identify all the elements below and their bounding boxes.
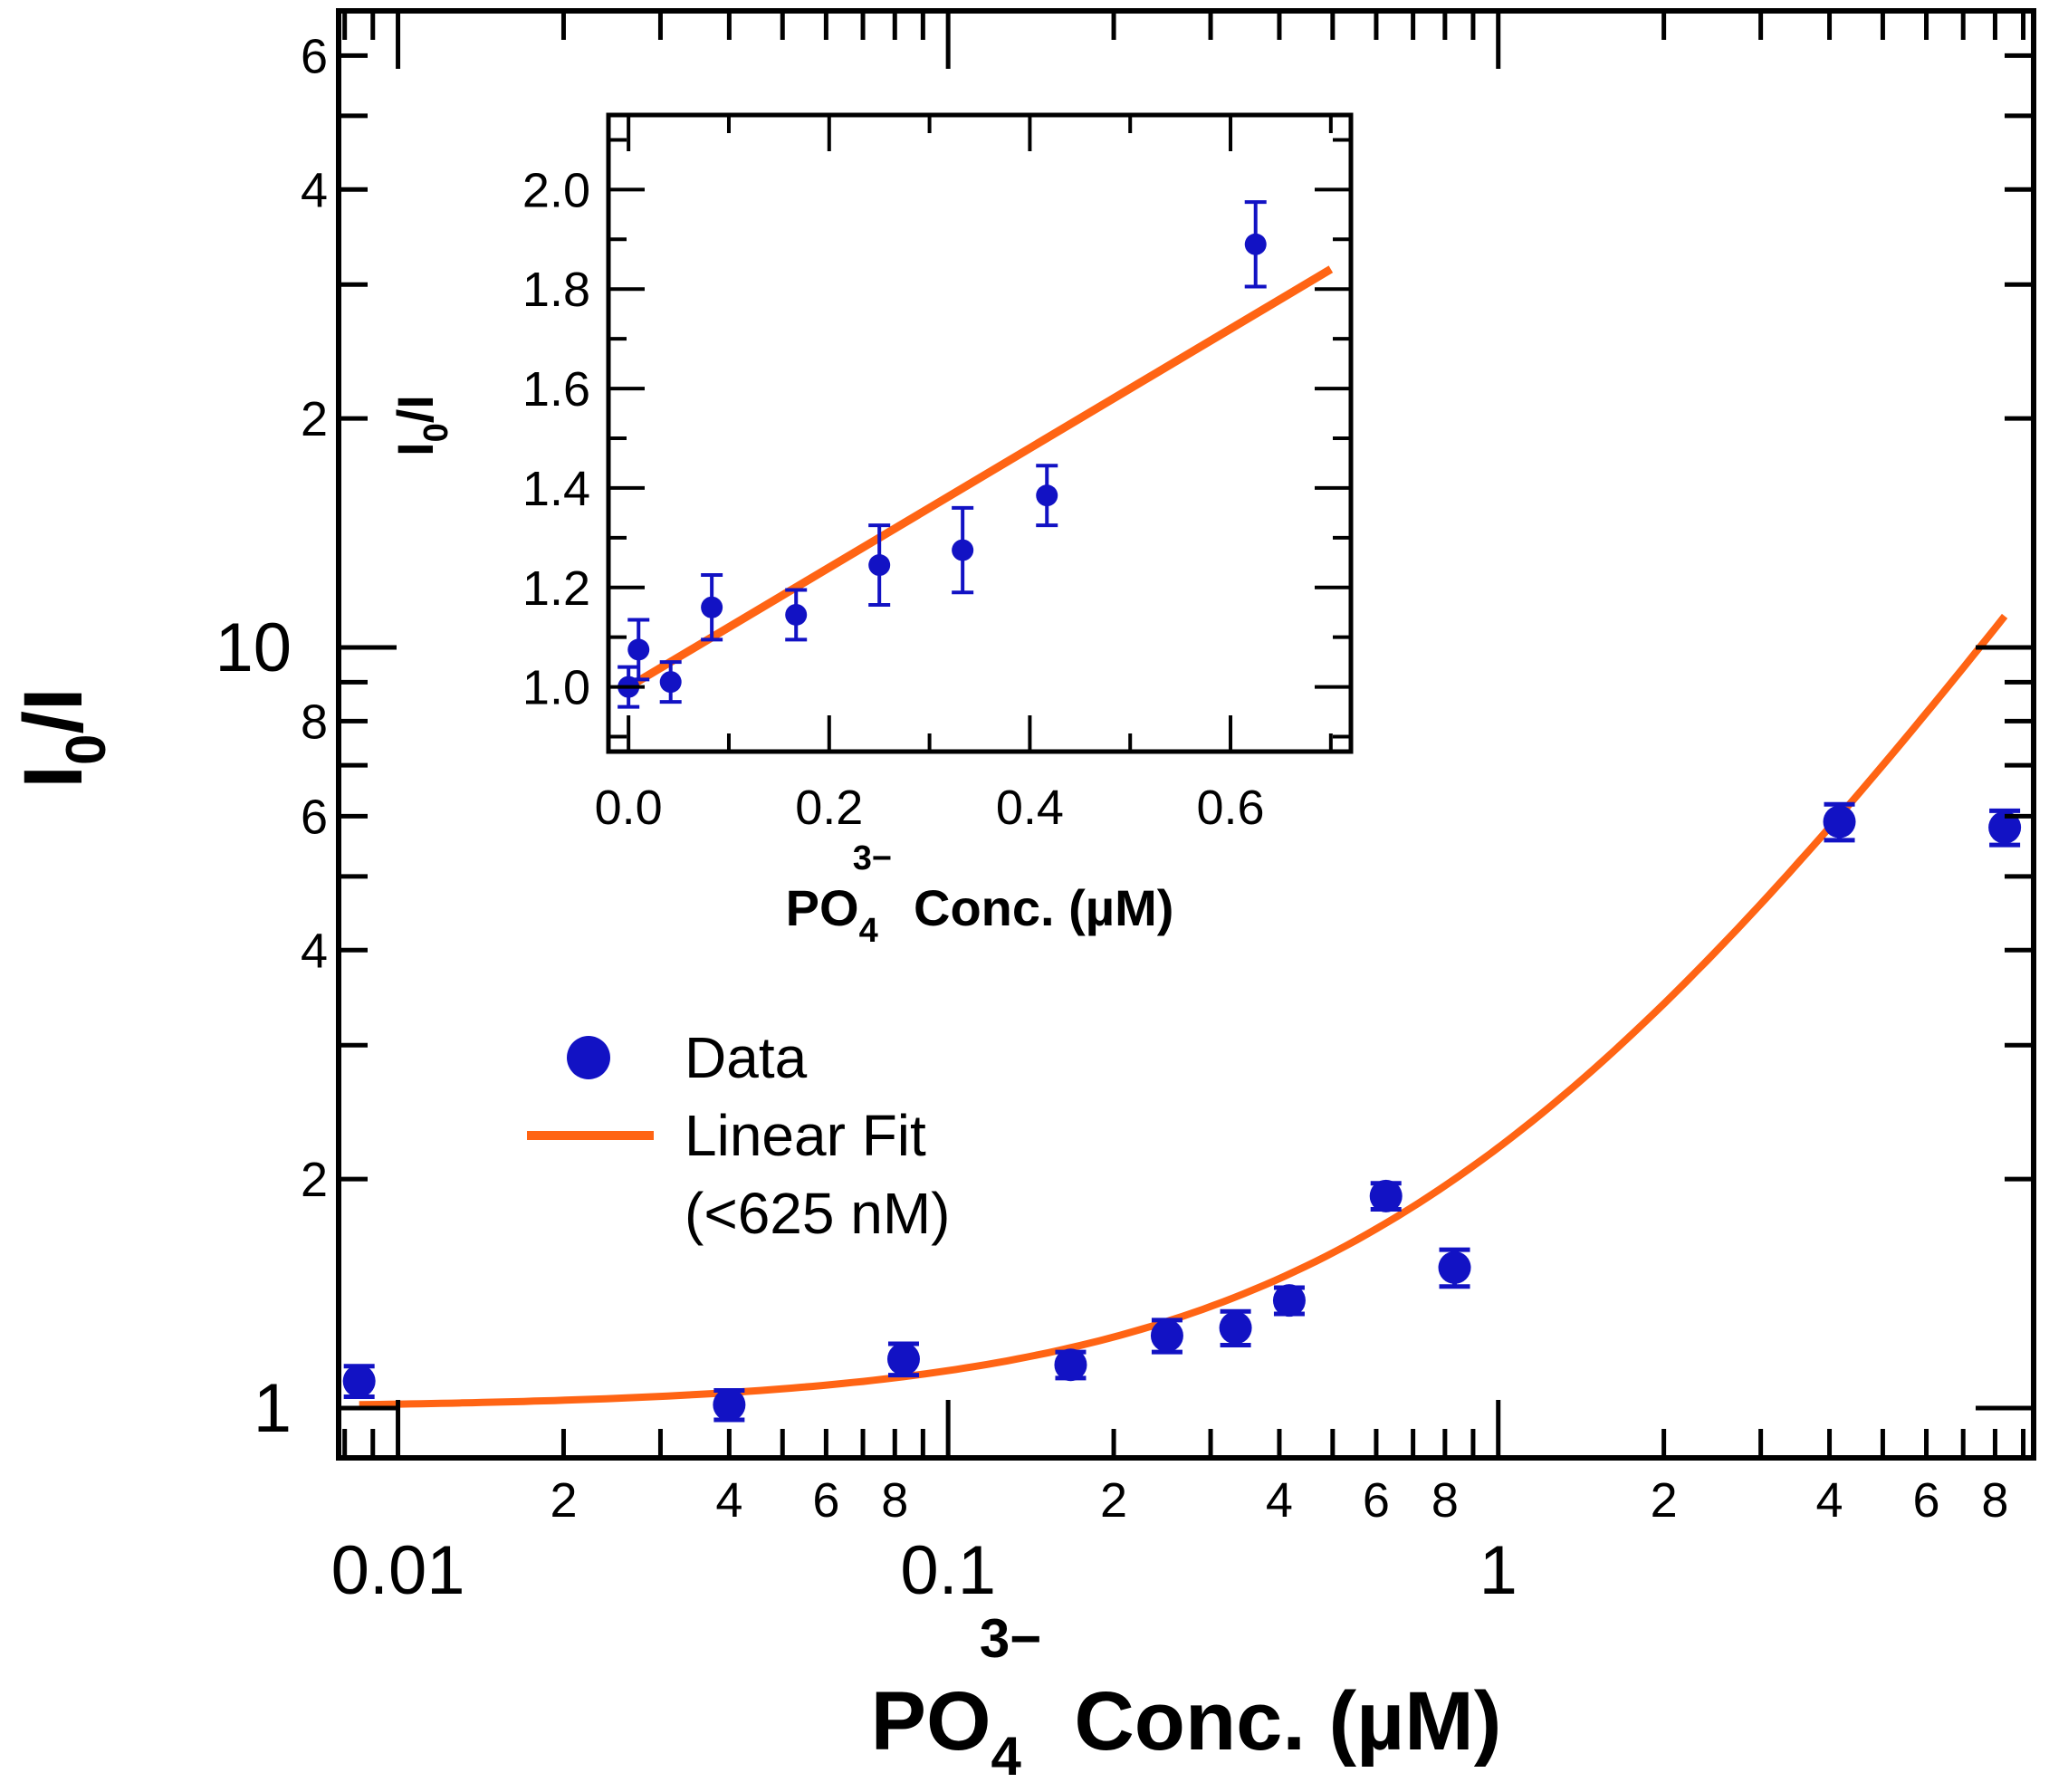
main-fit-layer — [359, 613, 2008, 1409]
main-data-point — [1369, 1179, 1403, 1212]
main-y-minor-tick-label: 8 — [301, 695, 328, 749]
legend-data-marker — [567, 1036, 610, 1079]
main-y-major-tick-label: 1 — [254, 1370, 292, 1447]
inset-x-axis-title: PO4 3− Conc. (µM) — [786, 839, 1174, 950]
inset-x-axis-title-rest: Conc. (µM) — [914, 879, 1173, 936]
main-y-axis-title-sub: 0 — [55, 734, 118, 765]
inset-plot-frame — [606, 112, 1354, 754]
inset-data-point — [785, 603, 808, 626]
main-x-minor-tick-label: 8 — [881, 1473, 908, 1528]
main-labels-layer: 0.01 0.1 12 4 6 8 2 4 6 8 2 4 6 81102468246PO43−Conc.… — [7, 29, 2008, 1787]
inset-y-tick-label: 1.6 — [522, 362, 590, 417]
inset-background — [608, 115, 1351, 752]
main-x-major-tick-label: 1 — [1479, 1532, 1518, 1609]
main-x-minor-tick-label: 2 — [550, 1473, 577, 1528]
main-fit-line — [359, 613, 2008, 1409]
inset-x-axis-title-base: PO — [786, 879, 859, 936]
main-y-minor-tick-label: 2 — [301, 1153, 328, 1207]
main-y-axis-title: I0/I — [7, 687, 118, 788]
inset-y-tick-label: 1.8 — [522, 263, 590, 317]
main-x-minor-tick-label: 6 — [1363, 1473, 1390, 1528]
main-x-minor-tick-label: 6 — [812, 1473, 839, 1528]
legend: Data Linear Fit (<625 nM) — [527, 1025, 950, 1246]
main-x-minor-tick-label: 4 — [1816, 1473, 1843, 1528]
main-data-point — [1150, 1319, 1183, 1353]
main-x-axis-title-sub: 4 — [991, 1726, 1022, 1787]
inset-fit-line — [626, 265, 1334, 691]
main-data-point — [1823, 805, 1856, 839]
inset-y-tick-label: 1.0 — [522, 661, 590, 715]
inset-data-point — [659, 671, 682, 694]
main-x-minor-tick-label: 8 — [1981, 1473, 2008, 1528]
main-y-minor-tick-label: 6 — [301, 29, 328, 83]
inset-data-point — [952, 539, 974, 561]
legend-data-label: Data — [685, 1025, 808, 1090]
main-y-minor-tick-label: 6 — [301, 790, 328, 844]
main-x-axis-title-base: PO — [871, 1675, 991, 1768]
main-y-minor-tick-label: 4 — [301, 163, 328, 217]
inset-data-point — [1244, 233, 1267, 255]
main-data-point — [1054, 1348, 1087, 1382]
inset-x-axis-title-sup: 3− — [853, 839, 892, 877]
inset-data-point — [701, 596, 723, 618]
main-data-point — [886, 1342, 920, 1375]
main-y-minor-tick-label: 2 — [301, 392, 328, 446]
main-x-major-tick-label: 0.1 — [900, 1532, 996, 1609]
main-x-minor-tick-label: 2 — [1100, 1473, 1127, 1528]
inset-data-point — [627, 638, 650, 661]
inset-x-tick-label: 0.4 — [996, 781, 1064, 835]
main-x-minor-tick-label: 8 — [1431, 1473, 1459, 1528]
main-data-point — [1219, 1311, 1252, 1345]
inset-y-tick-label: 1.4 — [522, 462, 590, 516]
inset-data-point — [868, 554, 891, 577]
inset-y-axis-title-base: I — [387, 442, 444, 456]
main-x-minor-tick-label: 2 — [1651, 1473, 1678, 1528]
inset-data-point — [1036, 484, 1058, 507]
inset-labels-layer: 0.0 0.2 0.4 0.6 1.0 1.2 1.4 1.6 1.8 2.0 PO4 3− Conc.… — [387, 163, 1265, 950]
legend-fit-label: Linear Fit — [685, 1103, 926, 1168]
main-data-point — [713, 1388, 746, 1422]
main-y-axis-title-rest: /I — [7, 687, 100, 733]
inset-chart: 0.0 0.2 0.4 0.6 1.0 1.2 1.4 1.6 1.8 2.0 PO4 3− Conc.… — [387, 112, 1354, 950]
inset-y-axis-title-rest: /I — [387, 395, 444, 423]
main-data-point — [342, 1365, 376, 1398]
inset-x-tick-label: 0.2 — [795, 781, 863, 835]
legend-fit-label-line2: (<625 nM) — [685, 1181, 950, 1246]
inset-x-tick-label: 0.0 — [595, 781, 663, 835]
main-x-major-tick-label: 0.01 — [331, 1532, 465, 1609]
inset-y-axis-title: I0/I — [387, 395, 455, 456]
main-x-minor-tick-label: 4 — [715, 1473, 742, 1528]
main-x-minor-tick-label: 6 — [1913, 1473, 1940, 1528]
inset-axes-layer — [606, 112, 1354, 754]
inset-x-axis-title-sub: 4 — [859, 912, 878, 950]
inset-y-axis-title-sub: 0 — [417, 423, 455, 442]
main-data-point — [1988, 810, 2022, 844]
main-data-point — [1438, 1251, 1471, 1284]
main-x-axis-title-rest: Conc. (µM) — [1074, 1675, 1501, 1768]
main-x-axis-title: PO4 3− Conc. (µM) — [871, 1608, 1502, 1787]
main-x-minor-tick-label: 4 — [1266, 1473, 1293, 1528]
main-axes-layer — [336, 8, 2036, 1461]
inset-x-tick-label: 0.6 — [1196, 781, 1264, 835]
main-x-axis-title-sup: 3− — [980, 1608, 1041, 1669]
main-plot-frame — [336, 8, 2036, 1461]
inset-y-tick-label: 1.2 — [522, 561, 590, 616]
main-y-axis-title-base: I — [7, 765, 100, 789]
main-points-layer — [342, 801, 2022, 1423]
inset-fit-layer — [626, 265, 1334, 691]
main-chart: 0.01 0.1 12 4 6 8 2 4 6 8 2 4 6 81102468246PO43−Conc.… — [7, 8, 2036, 1787]
main-y-major-tick-label: 10 — [215, 609, 292, 686]
main-data-point — [1272, 1284, 1306, 1318]
inset-y-tick-label: 2.0 — [522, 163, 590, 217]
main-y-minor-tick-label: 4 — [301, 924, 328, 978]
